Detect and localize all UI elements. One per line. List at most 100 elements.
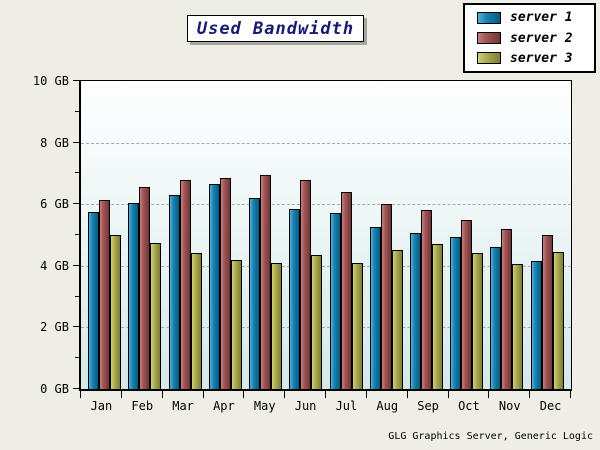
legend-swatch-icon [477, 52, 501, 65]
bar-group-may [249, 81, 283, 389]
bar-server-1-jan [88, 211, 100, 389]
bar-server-1-oct [450, 236, 462, 389]
bar-group-nov [490, 81, 524, 389]
legend-label: server 3 [510, 50, 573, 66]
x-axis-tick [80, 391, 81, 398]
x-axis-label: Apr [213, 399, 235, 413]
bar-server-2-jan [99, 199, 111, 389]
gridline [81, 327, 571, 329]
gridline [81, 204, 571, 206]
bar-server-1-may [249, 198, 261, 389]
bar-server-1-nov [490, 247, 502, 389]
bar-server-3-sep [431, 244, 443, 389]
y-axis-label: 10 GB [32, 74, 69, 88]
x-axis-tick [120, 391, 122, 398]
y-axis-label: 8 GB [40, 135, 69, 150]
bar-server-2-feb [139, 187, 151, 389]
bar-group-aug [369, 81, 403, 389]
bar-server-3-apr [230, 259, 242, 389]
bar-group-dec [530, 81, 564, 389]
footer-credit: GLG Graphics Server, Generic Logic [388, 431, 593, 442]
y-axis-label: 0 GB [40, 382, 69, 396]
legend-label: server 2 [510, 30, 573, 46]
bar-group-feb [128, 81, 162, 389]
x-axis-label: Dec [539, 399, 562, 413]
y-axis-minor-tick [75, 357, 79, 359]
bar-server-2-mar [179, 179, 191, 389]
bar-server-2-jun [300, 179, 312, 389]
x-axis-tick [243, 391, 245, 398]
x-axis-label: Jan [90, 399, 113, 413]
x-axis-label: Aug [376, 399, 399, 413]
bar-server-3-nov [512, 264, 524, 389]
y-axis-minor-tick [75, 172, 79, 174]
bar-group-sep [409, 81, 443, 389]
y-axis-label: 2 GB [40, 320, 69, 335]
bar-server-3-mar [190, 253, 202, 389]
y-axis-minor-tick [75, 234, 79, 235]
chart-title-box: Used Bandwidth [187, 15, 364, 42]
legend-item: server 3 [477, 51, 594, 66]
bar-server-2-apr [219, 178, 231, 389]
bar-server-3-dec [552, 251, 564, 389]
legend-label: server 1 [510, 10, 573, 26]
x-axis-tick [447, 391, 449, 398]
bar-server-3-feb [150, 242, 162, 389]
legend-item: server 1 [477, 10, 594, 25]
bar-server-2-nov [501, 228, 513, 389]
x-axis-label: Jul [335, 399, 358, 413]
bar-server-3-jun [311, 255, 323, 389]
legend-item: server 2 [477, 31, 594, 46]
y-axis-tick [73, 141, 79, 143]
bar-group-oct [450, 81, 484, 389]
bar-server-1-jun [289, 208, 301, 389]
x-axis-label: Feb [131, 399, 154, 413]
bar-server-3-aug [391, 250, 403, 389]
legend-swatch-icon [477, 32, 501, 44]
x-axis-tick [570, 391, 571, 398]
bar-server-1-apr [208, 184, 220, 389]
bar-group-jan [88, 81, 122, 389]
bar-server-3-may [271, 262, 283, 389]
bar-group-mar [168, 81, 202, 389]
bar-server-1-feb [128, 202, 140, 389]
y-axis-tick [73, 203, 79, 205]
bar-group-jul [329, 81, 363, 389]
x-axis-tick [529, 391, 531, 398]
bar-server-2-may [260, 174, 272, 389]
bar-server-1-jul [329, 213, 341, 389]
x-axis-tick [202, 391, 204, 398]
x-axis-tick [365, 391, 367, 398]
chart-title: Used Bandwidth [196, 18, 355, 39]
y-axis-label: 4 GB [40, 258, 69, 273]
gridline [81, 265, 571, 267]
x-axis-label: Oct [458, 399, 480, 413]
legend-swatch-icon [477, 11, 501, 24]
y-axis-tick [73, 326, 79, 328]
x-axis-label: May [253, 399, 276, 413]
x-axis-label: Nov [498, 399, 521, 413]
bar-server-1-aug [369, 227, 381, 389]
bar-group-apr [208, 81, 242, 389]
x-axis-tick [284, 391, 286, 398]
bar-server-2-jul [340, 191, 352, 389]
legend: server 1 server 2 server 3 [463, 3, 596, 73]
x-axis-tick [488, 391, 490, 398]
bar-server-3-oct [472, 253, 484, 389]
y-axis-label: 6 GB [40, 197, 69, 212]
bar-group-jun [289, 81, 323, 389]
bars-row [81, 81, 571, 389]
bar-server-3-jan [110, 235, 122, 389]
x-axis-tick [325, 391, 326, 398]
y-axis-tick [73, 264, 79, 266]
y-axis-tick [73, 80, 79, 81]
bar-server-3-jul [351, 262, 363, 389]
bar-server-2-oct [461, 219, 473, 389]
bar-server-2-sep [420, 210, 432, 389]
y-axis-minor-tick [75, 295, 79, 297]
bar-server-2-aug [380, 204, 392, 389]
x-axis-label: Mar [172, 399, 194, 413]
bar-server-1-mar [168, 194, 180, 389]
bar-server-1-sep [409, 233, 421, 389]
